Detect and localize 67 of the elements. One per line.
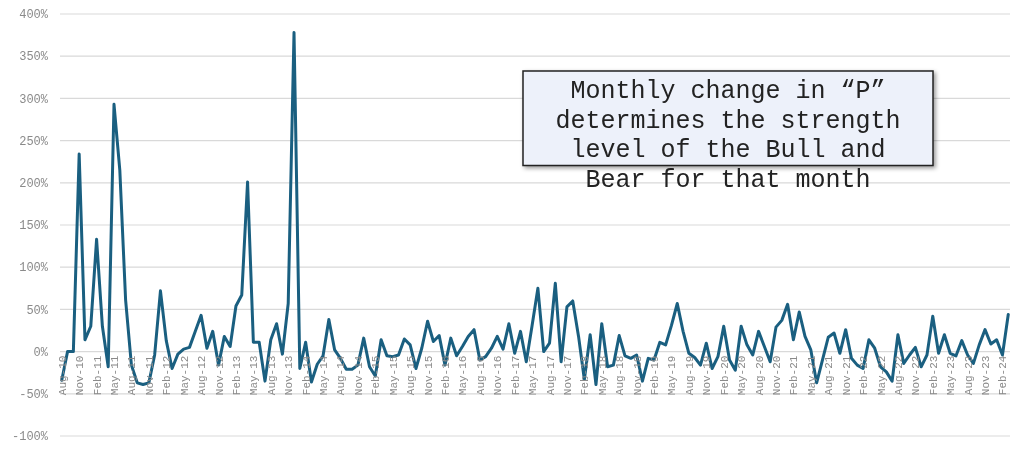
x-tick-label: May-14 <box>318 355 331 396</box>
x-tick-label: May-22 <box>875 355 888 396</box>
x-tick-label: Feb-20 <box>718 355 731 396</box>
y-tick-label: -50% <box>19 388 49 402</box>
x-tick-label: Feb-21 <box>788 355 801 396</box>
x-tick-label: Nov-13 <box>283 355 296 396</box>
x-tick-label: Aug-17 <box>544 355 557 396</box>
y-tick-label: 150% <box>19 219 49 234</box>
x-tick-label: Aug-18 <box>614 355 627 396</box>
y-tick-label: 0% <box>33 345 49 360</box>
x-tick-label: Aug-12 <box>196 355 209 396</box>
y-tick-label: 400% <box>19 8 49 23</box>
x-tick-label: Aug-23 <box>962 355 975 396</box>
x-tick-label: Aug-20 <box>753 355 766 396</box>
x-tick-label: Nov-17 <box>561 355 574 396</box>
y-tick-label: -100% <box>11 430 49 445</box>
x-tick-label: Aug-13 <box>265 355 278 396</box>
x-tick-label: Aug-21 <box>823 355 836 396</box>
x-tick-label: Nov-19 <box>701 355 714 396</box>
x-tick-label: May-19 <box>666 355 679 396</box>
x-tick-label: Feb-18 <box>579 355 592 396</box>
x-tick-label: Nov-12 <box>213 355 226 396</box>
x-tick-label: Aug-19 <box>683 355 696 396</box>
x-tick-label: Nov-14 <box>352 355 365 396</box>
x-tick-label: May-11 <box>109 355 121 396</box>
y-tick-label: 100% <box>19 261 49 276</box>
x-tick-label: Aug-15 <box>405 355 418 396</box>
x-tick-label: Aug-14 <box>335 355 348 396</box>
x-tick-label: Feb-14 <box>300 355 313 396</box>
x-tick-label: Feb-17 <box>509 355 522 396</box>
x-tick-label: May-18 <box>596 355 609 396</box>
x-tick-label: Nov-23 <box>980 355 993 396</box>
x-tick-label: May-17 <box>527 355 540 396</box>
x-tick-label: Feb-12 <box>161 355 174 396</box>
x-tick-label: Feb-11 <box>91 355 104 396</box>
x-tick-label: May-13 <box>248 355 261 396</box>
x-tick-label: May-20 <box>736 355 749 396</box>
x-tick-label: May-23 <box>945 355 958 396</box>
y-tick-label: 350% <box>19 50 49 65</box>
x-tick-label: May-21 <box>805 355 818 396</box>
x-tick-label: May-12 <box>178 355 191 396</box>
x-tick-label: Feb-13 <box>230 355 243 396</box>
y-tick-label: 250% <box>19 134 49 149</box>
x-tick-label: Nov-11 <box>143 355 156 396</box>
x-tick-label: Nov-18 <box>631 355 644 396</box>
annotation: Monthly change in “P” determines the strength level of the Bull and Bear for that month <box>555 77 901 195</box>
x-tick-label: Nov-16 <box>492 355 505 396</box>
x-tick-label: Nov-20 <box>770 355 783 396</box>
x-tick-label: Feb-19 <box>649 355 662 396</box>
x-tick-label: Feb-24 <box>997 355 1010 396</box>
x-tick-label: Aug-16 <box>474 355 487 396</box>
x-tick-label: Feb-22 <box>858 355 871 396</box>
x-tick-label: Nov-22 <box>910 355 923 396</box>
x-tick-label: Nov-21 <box>840 355 853 396</box>
y-tick-label: 50% <box>26 303 49 318</box>
y-tick-label: 200% <box>19 177 49 191</box>
x-tick-label: May-16 <box>457 355 470 396</box>
x-tick-label: Nov-10 <box>74 355 87 396</box>
x-tick-label: Aug-22 <box>892 355 905 396</box>
x-tick-label: Feb-16 <box>439 355 452 396</box>
x-tick-label: May-15 <box>387 355 400 396</box>
y-tick-label: 300% <box>19 92 49 107</box>
x-tick-label: Nov-15 <box>422 355 435 396</box>
x-tick-label: Aug-10 <box>56 355 69 396</box>
x-tick-label: Feb-15 <box>370 355 383 396</box>
x-tick-label: Feb-23 <box>927 355 940 396</box>
x-tick-label: Aug-11 <box>126 355 139 396</box>
